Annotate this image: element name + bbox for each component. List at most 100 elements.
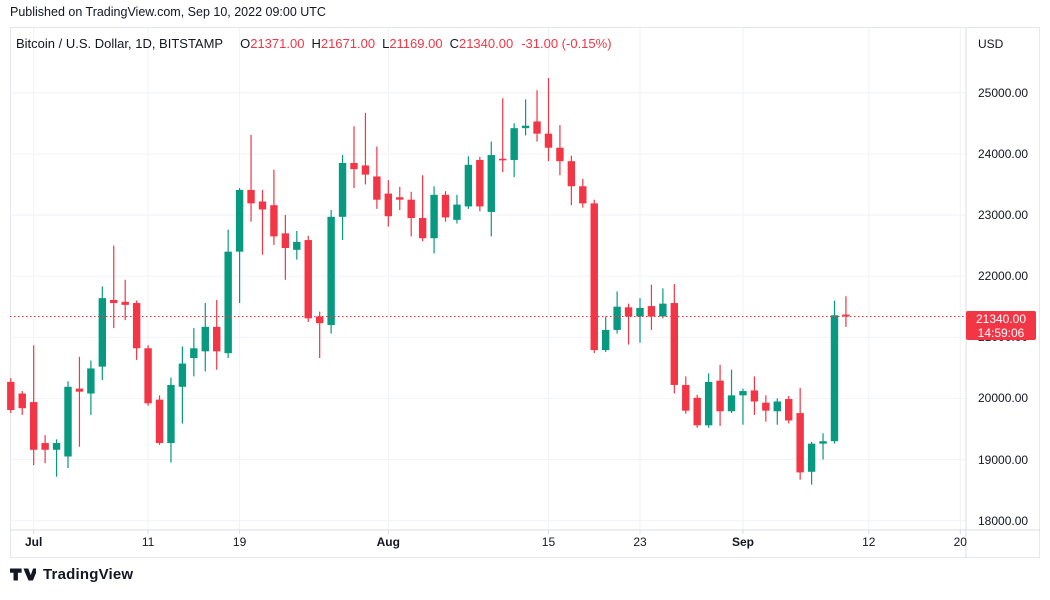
candle-body bbox=[487, 155, 495, 212]
candle-body bbox=[762, 402, 770, 411]
candle-body bbox=[213, 326, 221, 352]
candle-body bbox=[830, 315, 839, 442]
candle-body bbox=[258, 201, 267, 210]
candle-body bbox=[132, 303, 141, 349]
bar-countdown: 14:59:06 bbox=[977, 325, 1025, 340]
candle-body bbox=[430, 194, 438, 239]
footer-branding[interactable]: TradingView bbox=[10, 566, 133, 583]
currency-label: USD bbox=[978, 37, 1004, 51]
current-price-value: 21340.00 bbox=[975, 311, 1027, 326]
candle-body bbox=[533, 121, 541, 134]
price-axis-label: 24000.00 bbox=[978, 146, 1029, 161]
time-axis-label: 11 bbox=[141, 535, 155, 549]
candle-body bbox=[281, 233, 290, 249]
candle-body bbox=[636, 307, 644, 317]
current-price-flag: 21340.00 14:59:06 bbox=[966, 310, 1036, 340]
brand-name: TradingView bbox=[43, 566, 134, 583]
candle-body bbox=[819, 441, 827, 444]
candle-body bbox=[201, 326, 209, 352]
open-value: 21371.00 bbox=[250, 36, 305, 51]
published-bar: Published on TradingView.com, Sep 10, 20… bbox=[10, 5, 326, 19]
candle-body bbox=[52, 443, 61, 450]
candle-body bbox=[727, 395, 736, 412]
candle-body bbox=[544, 133, 553, 148]
close-value: 21340.00 bbox=[458, 36, 514, 51]
candle-body bbox=[327, 216, 335, 326]
candle-body bbox=[704, 381, 713, 426]
candle-body bbox=[716, 380, 724, 412]
time-axis-label: 15 bbox=[541, 535, 556, 549]
candle-body bbox=[659, 303, 667, 317]
candle-body bbox=[590, 203, 598, 351]
candle-body bbox=[110, 299, 118, 304]
candle-body bbox=[98, 298, 107, 367]
candle-body bbox=[796, 413, 804, 473]
candle-body bbox=[579, 186, 587, 204]
high-label: H bbox=[311, 36, 321, 51]
price-axis-label: 22000.00 bbox=[978, 269, 1029, 284]
time-axis-label: Jul bbox=[25, 535, 43, 549]
candle-body bbox=[41, 443, 49, 450]
candle-body bbox=[453, 204, 461, 220]
candle-body bbox=[315, 316, 324, 324]
price-axis-label: 19000.00 bbox=[978, 452, 1029, 467]
candle-body bbox=[693, 397, 701, 426]
candle-body bbox=[384, 193, 393, 217]
candle-body bbox=[601, 329, 610, 351]
candle-body bbox=[7, 381, 15, 411]
price-axis-label: 18000.00 bbox=[978, 513, 1029, 528]
candle-body bbox=[682, 384, 690, 411]
candle-body bbox=[121, 301, 129, 305]
candle-body bbox=[304, 240, 312, 319]
candle-body bbox=[18, 393, 26, 409]
candle-body bbox=[167, 384, 175, 444]
candle-body bbox=[155, 399, 164, 444]
candle-body bbox=[670, 303, 679, 385]
candle-body bbox=[499, 158, 507, 161]
time-axis-label: 12 bbox=[862, 535, 876, 549]
candle-body bbox=[556, 147, 564, 162]
change-value: -31.00 (-0.15%) bbox=[521, 36, 612, 51]
candle-body bbox=[29, 402, 38, 450]
candle-body bbox=[396, 197, 404, 200]
close-label: C bbox=[449, 36, 459, 51]
price-axis-label: 23000.00 bbox=[978, 207, 1029, 222]
candle-body bbox=[247, 189, 255, 204]
candle-body bbox=[773, 401, 781, 412]
candle-body bbox=[270, 205, 278, 237]
candle-body bbox=[235, 189, 244, 252]
candle-body bbox=[807, 443, 816, 472]
time-axis-label: Aug bbox=[376, 535, 400, 549]
candle-body bbox=[842, 314, 850, 317]
candle-body bbox=[510, 128, 518, 160]
candle-body bbox=[441, 194, 450, 218]
time-axis-label: 19 bbox=[232, 535, 247, 549]
low-label: L bbox=[382, 36, 390, 51]
candle-body bbox=[64, 386, 72, 457]
candle-body bbox=[750, 390, 759, 402]
candle-body bbox=[407, 199, 415, 219]
candle-body bbox=[785, 399, 793, 421]
candle-body bbox=[418, 218, 427, 239]
candle-body bbox=[613, 306, 621, 330]
symbol-title[interactable]: Bitcoin / U.S. Dollar, 1D, BITSTAMP bbox=[16, 36, 224, 51]
candle-body bbox=[190, 348, 198, 359]
time-axis-label: 23 bbox=[633, 535, 647, 549]
price-axis-label: 25000.00 bbox=[978, 85, 1029, 100]
candle-body bbox=[338, 163, 347, 217]
high-value: 21671.00 bbox=[320, 36, 376, 51]
price-axis-label: 20000.00 bbox=[978, 391, 1029, 406]
candle-body bbox=[647, 306, 656, 317]
candle-body bbox=[361, 165, 370, 175]
candle-body bbox=[224, 251, 232, 354]
candle-body bbox=[373, 176, 381, 200]
low-value: 21169.00 bbox=[389, 36, 443, 51]
candle-body bbox=[567, 161, 576, 187]
candle-body bbox=[87, 368, 95, 394]
chart-legend[interactable]: Bitcoin / U.S. Dollar, 1D, BITSTAMP O2137… bbox=[16, 36, 612, 51]
tradingview-logo-icon bbox=[10, 568, 36, 581]
candle-body bbox=[624, 307, 633, 317]
candle-body bbox=[144, 348, 152, 404]
